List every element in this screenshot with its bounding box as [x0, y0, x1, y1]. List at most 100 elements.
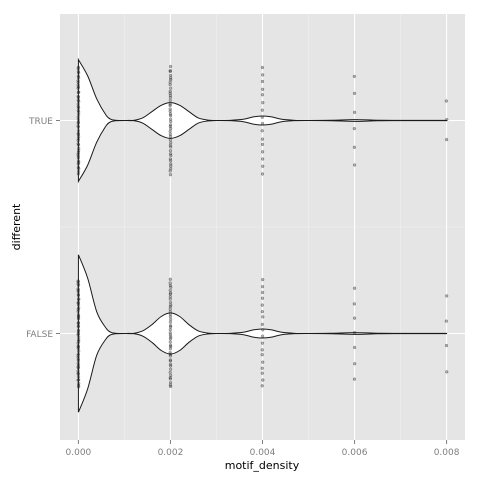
data-point	[261, 164, 265, 168]
data-point	[76, 375, 81, 379]
data-point	[76, 321, 80, 325]
data-point	[261, 73, 265, 77]
data-point	[76, 292, 81, 297]
data-point	[168, 107, 172, 111]
data-point	[169, 119, 173, 124]
data-point	[76, 95, 81, 100]
data-point	[260, 310, 264, 314]
data-point	[261, 360, 265, 364]
data-point	[168, 277, 172, 281]
data-point	[76, 290, 80, 294]
data-point	[76, 143, 81, 147]
data-point	[168, 80, 172, 84]
data-point	[169, 364, 173, 368]
data-point	[168, 362, 173, 366]
data-point	[168, 377, 172, 381]
y-axis-ticks: TRUE FALSE	[26, 117, 60, 340]
data-point	[168, 73, 173, 78]
minor-gridlines	[60, 14, 465, 440]
data-point	[76, 156, 80, 160]
data-point	[77, 298, 81, 302]
data-point	[168, 292, 172, 296]
data-point	[168, 347, 173, 351]
data-point	[168, 358, 172, 362]
x-tick-label: 0.006	[342, 448, 368, 458]
data-point	[76, 283, 81, 288]
data-point	[168, 98, 172, 103]
data-point	[169, 64, 173, 69]
data-point	[260, 137, 265, 141]
data-point	[353, 362, 357, 366]
data-point	[352, 91, 357, 95]
data-point	[76, 378, 80, 382]
data-point	[169, 373, 173, 377]
data-point	[76, 369, 80, 373]
data-point	[76, 341, 80, 345]
data-point	[76, 118, 80, 122]
y-tick-label: FALSE	[26, 330, 53, 340]
data-point	[76, 121, 80, 125]
data-point	[76, 80, 80, 85]
data-point	[168, 320, 173, 324]
data-point	[260, 93, 265, 97]
data-point	[77, 99, 81, 103]
x-tick-label: 0.008	[434, 448, 460, 458]
data-point	[169, 127, 173, 131]
data-point	[168, 359, 173, 363]
data-points	[76, 64, 449, 389]
data-point	[76, 67, 80, 71]
data-point	[352, 345, 357, 350]
data-point	[168, 310, 172, 314]
data-point	[444, 319, 448, 323]
data-point	[352, 331, 357, 335]
data-point	[76, 162, 80, 166]
data-point	[168, 109, 172, 113]
data-point	[76, 325, 80, 329]
data-point	[168, 288, 172, 292]
data-point	[76, 317, 81, 321]
violins	[77, 57, 448, 413]
x-axis-title: motif_density	[225, 459, 300, 472]
data-point	[76, 94, 80, 99]
data-point	[168, 149, 173, 153]
data-point	[168, 69, 172, 74]
y-tick-label: TRUE	[28, 117, 53, 127]
data-point	[77, 349, 81, 353]
data-point	[169, 86, 173, 90]
data-point	[169, 153, 173, 158]
data-point	[76, 309, 80, 314]
data-point	[169, 141, 173, 145]
data-point	[76, 172, 80, 176]
data-point	[168, 159, 173, 163]
data-point	[445, 118, 449, 122]
data-point	[260, 371, 264, 375]
data-point	[77, 146, 81, 150]
data-point	[168, 354, 173, 358]
data-point	[169, 317, 173, 322]
data-point	[168, 295, 172, 299]
data-point	[261, 378, 265, 382]
data-point	[260, 296, 265, 300]
data-point	[76, 131, 80, 135]
data-point	[260, 348, 264, 352]
data-point	[168, 300, 173, 305]
data-point	[260, 322, 264, 326]
data-point	[76, 358, 81, 363]
data-point	[76, 115, 80, 119]
data-point	[352, 286, 357, 290]
data-point	[261, 101, 265, 105]
data-point	[77, 169, 81, 174]
data-point	[168, 367, 173, 371]
data-point	[260, 290, 265, 295]
violin-false	[77, 254, 448, 413]
data-point	[352, 145, 356, 149]
data-point	[169, 145, 173, 149]
data-point	[169, 285, 173, 289]
data-point	[260, 121, 265, 126]
data-point	[76, 106, 81, 110]
data-point	[76, 303, 81, 307]
data-point	[168, 281, 172, 285]
data-point	[260, 303, 264, 307]
x-tick-label: 0.004	[250, 448, 276, 458]
data-point	[168, 134, 173, 139]
